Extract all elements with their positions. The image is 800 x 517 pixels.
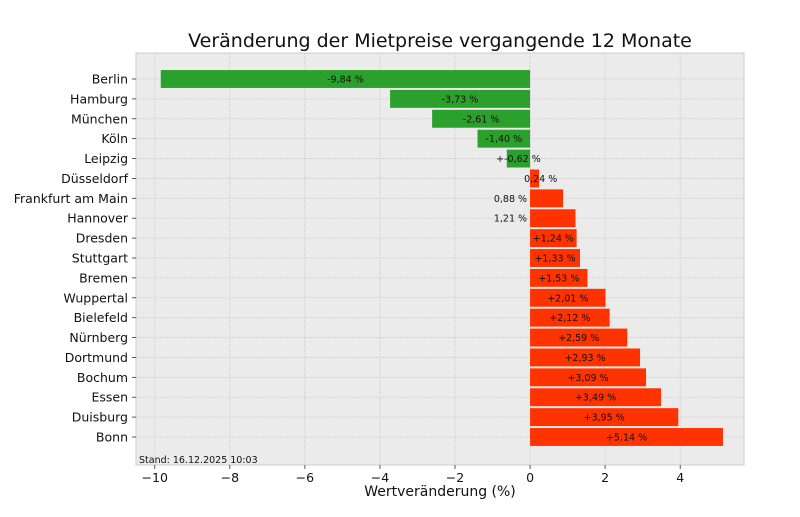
timestamp-annotation: Stand: 16.12.2025 10:03 (139, 455, 258, 466)
x-tick-label: 2 (601, 470, 609, 485)
bars (160, 70, 723, 446)
data-label: +5,14 % (606, 433, 647, 444)
category-label: Bremen (79, 270, 128, 285)
category-label: Berlin (92, 72, 128, 87)
data-label: -2,61 % (463, 114, 500, 125)
data-label: +2,12 % (549, 313, 590, 324)
x-tick-label: −6 (296, 470, 314, 485)
data-label: +3,49 % (575, 393, 616, 404)
data-label: +1,24 % (533, 234, 574, 245)
data-label: +3,95 % (584, 413, 625, 424)
data-label: +2,93 % (564, 353, 605, 364)
bar (477, 129, 531, 148)
bar (530, 408, 679, 427)
data-label: +2,01 % (547, 293, 588, 304)
bar (530, 348, 641, 367)
category-label: Dortmund (65, 350, 128, 365)
data-label: +-0,62 % (496, 154, 541, 165)
data-label: +2,59 % (558, 333, 599, 344)
bar (390, 89, 531, 108)
data-label: -1,40 % (485, 134, 522, 145)
bar (530, 368, 647, 387)
category-label: Köln (101, 131, 128, 146)
data-label: -3,73 % (442, 94, 479, 105)
bar (530, 308, 610, 327)
bar (160, 70, 531, 88)
x-tick-label: −10 (142, 470, 168, 485)
category-label: Leipzig (84, 151, 128, 166)
bar (530, 328, 628, 347)
category-label: Düsseldorf (61, 171, 128, 186)
bar (530, 169, 540, 188)
bar (530, 229, 577, 248)
data-label: 0,88 % (494, 194, 527, 205)
category-label: Duisburg (72, 410, 128, 425)
data-label: +1,33 % (534, 254, 575, 265)
category-label: Bielefeld (74, 310, 128, 325)
data-label: -9,84 % (327, 75, 364, 86)
chart-title: Veränderung der Mietpreise vergangende 1… (188, 30, 692, 52)
bar (432, 109, 531, 128)
category-label: Hamburg (70, 91, 128, 106)
bar (530, 288, 606, 307)
bar (530, 388, 662, 407)
x-tick-label: −8 (221, 470, 239, 485)
x-tick-label: −2 (446, 470, 464, 485)
x-tick-labels: −10 −8 −6 −4 −2 0 2 4 (142, 465, 684, 485)
category-label: München (71, 111, 128, 126)
category-label: Wuppertal (63, 290, 128, 305)
category-label: Stuttgart (72, 251, 128, 266)
x-tick-label: 0 (526, 470, 534, 485)
data-labels: -9,84 % -3,73 % -2,61 % -1,40 % +-0,62 % 0,24… (327, 75, 647, 444)
category-label: Hannover (67, 211, 129, 226)
category-label: Essen (91, 390, 128, 405)
x-tick-label: −4 (371, 470, 389, 485)
bar (506, 149, 531, 168)
category-label: Frankfurt am Main (14, 191, 128, 206)
category-label: Bonn (96, 430, 128, 445)
bar (530, 268, 588, 287)
data-label: 1,21 % (494, 214, 527, 225)
category-label: Bochum (77, 370, 128, 385)
data-label: +1,53 % (538, 273, 579, 284)
category-labels: Berlin Hamburg München Köln Leipzig Düsseldor… (14, 72, 136, 445)
data-label: 0,24 % (524, 174, 557, 185)
bar (530, 189, 564, 208)
category-label: Dresden (76, 231, 128, 246)
bar (530, 209, 576, 228)
category-label: Nürnberg (69, 330, 128, 345)
bar (530, 249, 580, 267)
data-label: +3,09 % (567, 373, 608, 384)
x-tick-label: 4 (676, 470, 684, 485)
x-axis-label: Wertveränderung (%) (364, 484, 516, 500)
bar (530, 428, 723, 446)
